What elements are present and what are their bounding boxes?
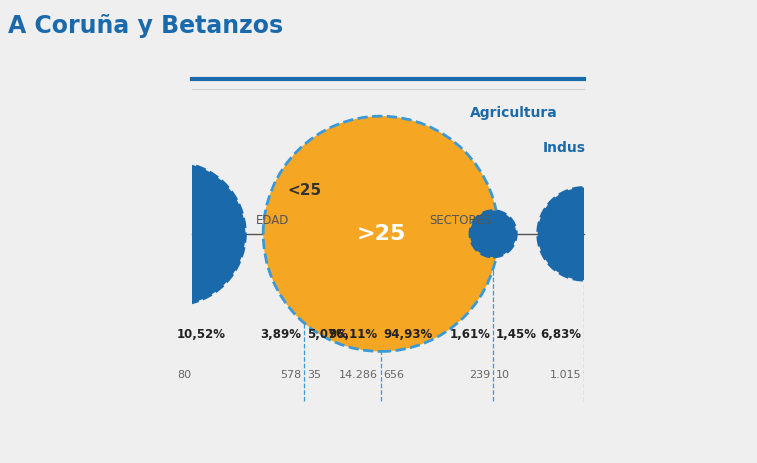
- Text: 14.286: 14.286: [339, 370, 378, 380]
- Text: 578: 578: [280, 370, 301, 380]
- Text: 6,83%: 6,83%: [540, 328, 581, 341]
- Circle shape: [470, 211, 516, 257]
- Text: EDAD: EDAD: [256, 214, 289, 227]
- Text: 656: 656: [384, 370, 405, 380]
- Text: 239: 239: [469, 370, 491, 380]
- Text: SECTORES: SECTORES: [429, 214, 491, 227]
- Text: <25: <25: [287, 183, 321, 198]
- Text: Indus: Indus: [543, 141, 586, 156]
- Text: 1,45%: 1,45%: [496, 328, 537, 341]
- Text: 10,52%: 10,52%: [177, 328, 226, 341]
- Text: 1,61%: 1,61%: [450, 328, 491, 341]
- Text: 10: 10: [496, 370, 510, 380]
- Text: 5,07%: 5,07%: [307, 328, 348, 341]
- Circle shape: [537, 188, 631, 280]
- Text: 80: 80: [177, 370, 191, 380]
- Text: 35: 35: [307, 370, 321, 380]
- Text: A Coruña y Betanzos: A Coruña y Betanzos: [8, 14, 282, 38]
- Text: 1.015: 1.015: [550, 370, 581, 380]
- Circle shape: [103, 163, 245, 305]
- Circle shape: [263, 116, 498, 351]
- Text: Agricultura: Agricultura: [470, 106, 558, 120]
- Circle shape: [294, 223, 315, 244]
- Text: >25: >25: [356, 224, 406, 244]
- Text: 96,11%: 96,11%: [329, 328, 378, 341]
- Text: 3,89%: 3,89%: [260, 328, 301, 341]
- Text: 94,93%: 94,93%: [384, 328, 433, 341]
